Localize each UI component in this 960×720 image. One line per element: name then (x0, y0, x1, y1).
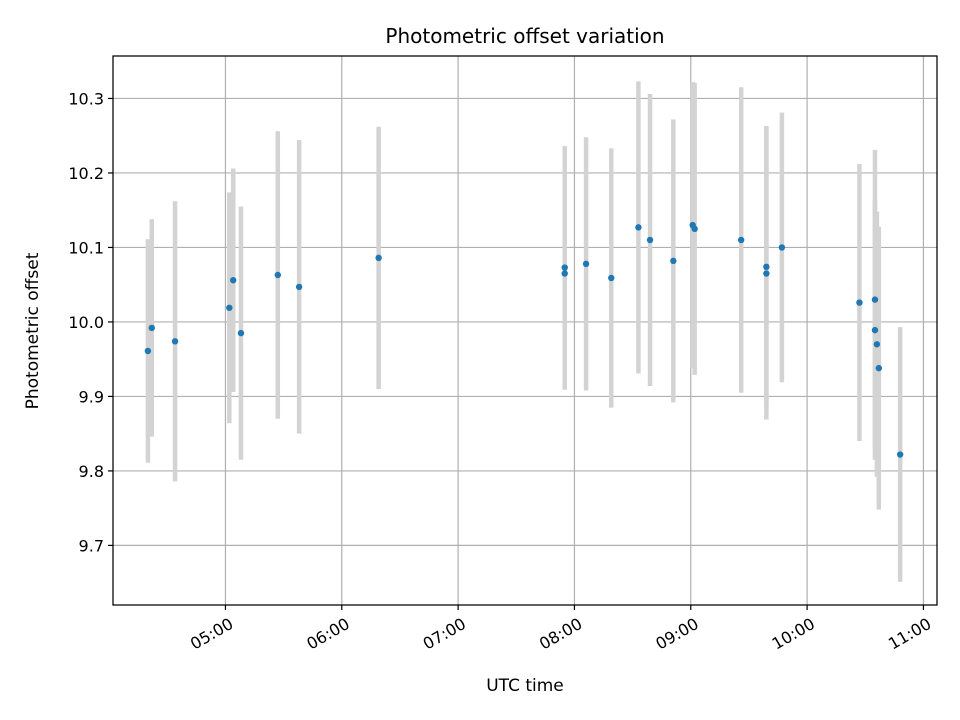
data-point (171, 338, 179, 345)
data-point (763, 263, 770, 271)
chart-title: Photometric offset variation (385, 24, 664, 48)
y-tick-label: 10.0 (68, 313, 104, 332)
y-tick-label: 9.9 (79, 387, 104, 406)
data-point (778, 244, 786, 251)
y-tick-label: 9.8 (79, 462, 104, 481)
data-point (896, 451, 904, 458)
data-point (871, 296, 879, 303)
data-point (274, 271, 281, 279)
data-point (144, 347, 152, 355)
data-point (646, 236, 654, 244)
data-point (737, 236, 745, 244)
data-point (237, 329, 245, 337)
data-point (608, 274, 615, 282)
data-point (691, 225, 698, 233)
data-point (670, 257, 677, 265)
data-point (148, 324, 155, 332)
data-point (856, 299, 863, 306)
y-axis-ticks: 9.7 9.8 9.9 10.0 10.1 10.2 10.3 (68, 89, 113, 555)
x-axis-label: UTC time (486, 676, 564, 696)
data-point (582, 260, 590, 268)
data-points (144, 221, 904, 458)
data-point (295, 283, 303, 291)
data-point (873, 341, 881, 348)
y-tick-label: 10.1 (68, 238, 104, 257)
data-point (871, 326, 879, 334)
y-tick-label: 10.3 (68, 89, 104, 108)
data-point (226, 304, 233, 311)
plot-area-frame (112, 55, 938, 606)
data-point (635, 224, 642, 231)
data-point (375, 254, 382, 262)
data-point (561, 270, 568, 277)
data-point (763, 270, 770, 277)
data-point (230, 277, 237, 284)
y-tick-label: 10.2 (68, 164, 104, 183)
y-axis-label: Photometric offset (23, 252, 43, 409)
data-point (561, 264, 568, 271)
y-tick-label: 9.7 (79, 536, 104, 555)
data-point (875, 364, 883, 372)
